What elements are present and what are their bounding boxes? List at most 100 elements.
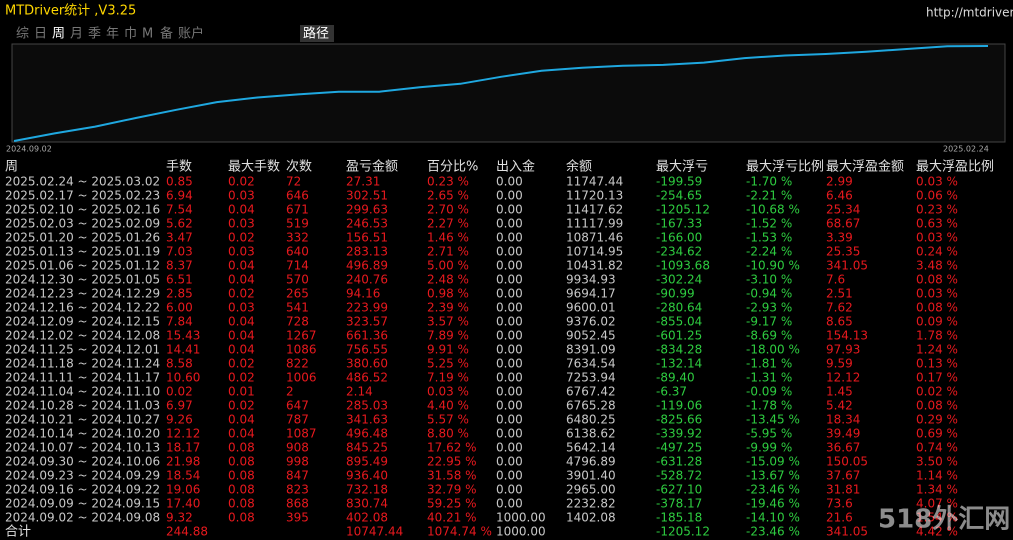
cell: -234.62 [656,245,702,259]
watermark: 518外汇网 [878,505,1010,535]
column-header: 手数 [166,160,192,175]
cell: 240.76 [346,273,388,287]
cell: 10871.46 [566,231,623,245]
cell: 2.71 % [427,245,469,259]
cell: 323.57 [346,315,388,329]
cell: -15.09 % [746,455,800,469]
cell: 7.62 [826,301,853,315]
cell: -167.33 [656,217,702,231]
cell: 0.02 % [916,385,958,399]
cell: -601.25 [656,329,702,343]
cell: 341.63 [346,413,388,427]
cell: 0.00 [496,483,523,497]
tab[interactable]: 季 [88,27,101,42]
cell: 6.97 [166,399,193,413]
cell: 0.04 [228,315,255,329]
cell: -1.81 % [746,357,792,371]
cell: 1087 [286,427,317,441]
cell: 0.00 [496,329,523,343]
cell: 0.00 [496,203,523,217]
tab[interactable]: 周 [52,27,65,42]
cell: 2024.10.28 ~ 2024.11.03 [5,399,160,413]
cell: 3901.40 [566,469,616,483]
cell: 6.00 [166,301,193,315]
cell: 570 [286,273,309,287]
cell: 3.47 [166,231,193,245]
cell: 0.29 % [916,413,958,427]
cell: 9934.93 [566,273,616,287]
cell: 36.67 [826,441,860,455]
tab[interactable]: 备 [160,26,173,42]
tab[interactable]: M [142,27,153,42]
tab[interactable]: 账户 [178,26,204,42]
cell: 246.53 [346,217,388,231]
cell: -825.66 [656,413,702,427]
cell: -1.52 % [746,217,792,231]
cell: -1205.12 [656,203,710,217]
cell: 9.26 [166,413,193,427]
cell: 0.00 [496,259,523,273]
cell: 496.48 [346,427,388,441]
cell: 94.16 [346,287,380,301]
cell: 0.24 % [916,245,958,259]
total-label: 合计 [5,525,31,540]
cell: -8.69 % [746,329,792,343]
cell: 2232.82 [566,497,616,511]
column-header: 出入金 [496,159,535,175]
cell: 0.98 % [427,287,469,301]
cell: 1000.00 [496,511,546,525]
cell: 1.54 % [916,511,958,525]
cell: -119.06 [656,399,702,413]
cell: 7253.94 [566,371,616,385]
cell: 17.62 % [427,441,477,455]
cell: 0.00 [496,497,523,511]
cell: 8.80 % [427,427,469,441]
tab[interactable]: 年 [106,27,119,42]
cell: 0.08 % [916,399,958,413]
cell: 7.19 % [427,371,469,385]
cell: 7.6 [826,273,845,287]
cell: 0.00 [496,357,523,371]
cell: 1.78 % [916,329,958,343]
path-button-bg[interactable] [300,25,334,42]
tab[interactable]: 月 [70,27,83,42]
cell: 18.54 [166,469,200,483]
cell: -166.00 [656,231,702,245]
cell: -0.09 % [746,385,792,399]
cell: -1.31 % [746,371,792,385]
cell: 37.67 [826,469,860,483]
cell: 0.04 [228,259,255,273]
cell: 156.51 [346,231,388,245]
cell: 27.31 [346,175,380,189]
cell: 830.74 [346,497,388,511]
tab[interactable]: 巾 [124,27,137,42]
cell: 2.65 % [427,189,469,203]
cell: 0.23 % [916,203,958,217]
total-cell: 1000.00 [496,525,546,539]
cell: 845.25 [346,441,388,455]
chart-start-label: 2024.09.02 [6,145,52,154]
cell: 2.14 [346,385,373,399]
cell: 0.63 % [916,217,958,231]
cell: 32.79 % [427,483,477,497]
cell: 1006 [286,371,317,385]
cell: 5.00 % [427,259,469,273]
cell: 0.03 % [427,385,469,399]
cell: 14.41 [166,343,200,357]
equity-line [13,45,989,142]
cell: -132.14 [656,357,702,371]
tab[interactable]: 综 [16,27,29,42]
tab[interactable]: 日 [34,27,47,42]
cell: 2025.01.20 ~ 2025.01.26 [5,231,160,245]
cell: 6.51 [166,273,193,287]
cell: 18.34 [826,413,860,427]
cell: -497.25 [656,441,702,455]
cell: 6.94 [166,189,193,203]
path-button[interactable]: 路径 [303,26,329,42]
cell: 732.18 [346,483,388,497]
cell: 1.46 % [427,231,469,245]
cell: 265 [286,287,309,301]
cell: 7.03 [166,245,193,259]
cell: 3.48 % [916,259,958,273]
